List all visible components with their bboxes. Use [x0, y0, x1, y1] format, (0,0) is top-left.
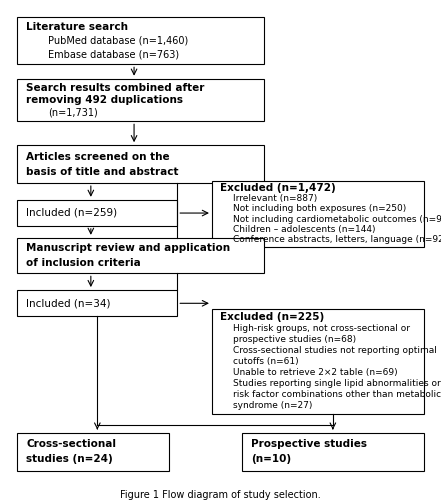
Text: prospective studies (n=68): prospective studies (n=68) — [233, 335, 357, 344]
Text: Excluded (n=225): Excluded (n=225) — [220, 312, 325, 322]
Text: Not including cardiometabolic outcomes (n=99): Not including cardiometabolic outcomes (… — [233, 214, 441, 224]
Text: Included (n=259): Included (n=259) — [26, 208, 117, 218]
Text: Irrelevant (n=887): Irrelevant (n=887) — [233, 194, 318, 203]
Text: removing 492 duplications: removing 492 duplications — [26, 95, 183, 105]
Text: High-risk groups, not cross-sectional or: High-risk groups, not cross-sectional or — [233, 324, 411, 333]
Text: PubMed database (n=1,460): PubMed database (n=1,460) — [48, 36, 188, 46]
Text: Search results combined after: Search results combined after — [26, 83, 204, 93]
Bar — [17, 290, 177, 316]
Bar — [17, 238, 264, 274]
Bar — [212, 309, 424, 414]
Text: Studies reporting single lipid abnormalities or: Studies reporting single lipid abnormali… — [233, 379, 441, 388]
Text: syndrome (n=27): syndrome (n=27) — [233, 401, 313, 410]
Text: Prospective studies: Prospective studies — [251, 439, 367, 449]
Text: cutoffs (n=61): cutoffs (n=61) — [233, 356, 299, 366]
Bar — [17, 78, 264, 122]
Bar — [17, 17, 264, 64]
Text: Cross-sectional: Cross-sectional — [26, 439, 116, 449]
Text: risk factor combinations other than metabolic: risk factor combinations other than meta… — [233, 390, 441, 398]
Text: (n=1,731): (n=1,731) — [48, 107, 97, 117]
Text: basis of title and abstract: basis of title and abstract — [26, 166, 179, 176]
Text: Figure 1 Flow diagram of study selection.: Figure 1 Flow diagram of study selection… — [120, 490, 321, 500]
Text: Children – adolescents (n=144): Children – adolescents (n=144) — [233, 225, 376, 234]
Bar — [17, 200, 177, 226]
Text: Articles screened on the: Articles screened on the — [26, 152, 170, 162]
Text: Manuscript review and application: Manuscript review and application — [26, 244, 230, 254]
Bar — [242, 432, 424, 470]
Text: of inclusion criteria: of inclusion criteria — [26, 258, 141, 268]
Bar — [17, 145, 264, 183]
Text: Included (n=34): Included (n=34) — [26, 298, 111, 308]
Text: studies (n=24): studies (n=24) — [26, 454, 113, 464]
Text: Embase database (n=763): Embase database (n=763) — [48, 49, 179, 59]
Text: Cross-sectional studies not reporting optimal: Cross-sectional studies not reporting op… — [233, 346, 437, 355]
Text: Literature search: Literature search — [26, 22, 128, 32]
Bar — [17, 432, 168, 470]
Text: (n=10): (n=10) — [251, 454, 291, 464]
Text: Conference abstracts, letters, language (n=92): Conference abstracts, letters, language … — [233, 235, 441, 244]
Text: Excluded (n=1,472): Excluded (n=1,472) — [220, 184, 336, 194]
Bar — [212, 180, 424, 247]
Text: Not including both exposures (n=250): Not including both exposures (n=250) — [233, 204, 407, 214]
Text: Unable to retrieve 2×2 table (n=69): Unable to retrieve 2×2 table (n=69) — [233, 368, 398, 377]
